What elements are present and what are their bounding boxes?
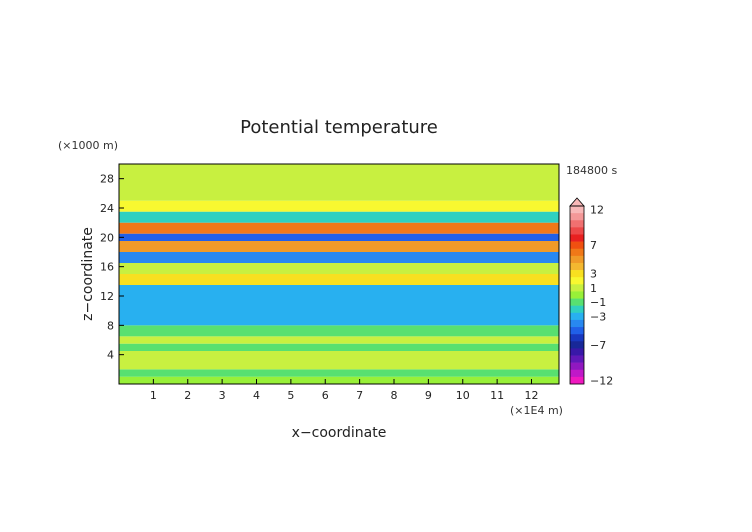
x-tick-label: 6 [322, 389, 329, 402]
colorbar-swatch [570, 327, 584, 335]
colorbar-swatch [570, 227, 584, 235]
heatmap-band [119, 233, 559, 241]
y-tick-label: 20 [100, 231, 114, 244]
heatmap-band [119, 336, 559, 344]
colorbar-label: −7 [590, 339, 606, 352]
heatmap-band [119, 274, 559, 285]
y-unit-label: (×1000 m) [58, 139, 118, 152]
heatmap-band [119, 241, 559, 252]
x-tick-label: 11 [490, 389, 504, 402]
heatmap-band [119, 351, 559, 362]
colorbar-label: 1 [590, 282, 597, 295]
x-tick-label: 9 [425, 389, 432, 402]
colorbar-swatch [570, 305, 584, 314]
colorbar-label: 7 [590, 239, 597, 252]
colorbar-label: 12 [590, 204, 604, 217]
x-tick-label: 4 [253, 389, 260, 402]
colorbar-swatch [570, 248, 584, 257]
x-tick-label: 7 [356, 389, 363, 402]
x-tick-label: 5 [287, 389, 294, 402]
colorbar-top-arrow [569, 197, 585, 207]
heatmap-band [119, 362, 559, 370]
colorbar-swatch [570, 284, 584, 292]
heatmap-band [119, 285, 559, 326]
x-tick-label: 3 [219, 389, 226, 402]
y-tick-label: 4 [107, 349, 114, 362]
y-ticks: 4 8 12 16 20 24 28 [100, 173, 124, 362]
heatmap-band [119, 263, 559, 274]
time-label: 184800 s [566, 164, 617, 177]
heatmap-band [119, 186, 559, 201]
colorbar-swatch [570, 376, 584, 385]
y-tick-label: 12 [100, 290, 114, 303]
colorbar-swatch [570, 241, 584, 250]
heatmap-band [119, 369, 559, 377]
colorbar-swatch [570, 369, 584, 378]
colorbar-swatch [570, 270, 584, 278]
x-tick-label: 12 [525, 389, 539, 402]
y-tick-label: 16 [100, 261, 114, 274]
x-tick-label: 10 [456, 389, 470, 402]
colorbar-label: 3 [590, 268, 597, 281]
colorbar-swatch [570, 220, 584, 228]
heatmap-band [119, 164, 559, 186]
colorbar-swatch [570, 348, 584, 356]
colorbar-swatch [570, 234, 584, 242]
y-tick-label: 28 [100, 173, 114, 186]
x-axis-label: x−coordinate [292, 425, 387, 441]
colorbar-swatch [570, 341, 584, 349]
heatmap-band [119, 252, 559, 263]
colorbar-label: −3 [590, 310, 606, 323]
x-unit-label: (×1E4 m) [510, 404, 563, 417]
y-tick-label: 8 [107, 319, 114, 332]
x-tick-label: 8 [391, 389, 398, 402]
heatmap-plot [119, 164, 559, 384]
colorbar-swatch [570, 334, 584, 342]
x-tick-label: 2 [184, 389, 191, 402]
chart-title: Potential temperature [240, 117, 438, 138]
heatmap-band [119, 325, 559, 337]
heatmap-band [119, 376, 559, 384]
x-tick-label: 1 [150, 389, 157, 402]
plot-frame [118, 163, 560, 385]
colorbar-swatch [570, 355, 584, 363]
heatmap-band [119, 200, 559, 212]
colorbar-swatch [570, 291, 584, 299]
colorbar-swatch [570, 298, 584, 306]
colorbar-swatch [570, 206, 584, 214]
colorbar-swatch [570, 319, 584, 328]
colorbar: 12 7 31−1−3 −7 −12 [569, 197, 613, 387]
colorbar-swatch [570, 277, 584, 285]
heatmap-band [119, 211, 559, 223]
colorbar-swatch [570, 262, 584, 271]
colorbar-frame [569, 205, 585, 385]
heatmap-band [119, 343, 559, 351]
colorbar-label: −1 [590, 296, 606, 309]
colorbar-swatch [570, 213, 584, 221]
colorbar-label: −12 [590, 374, 613, 387]
x-ticks: 1 2 3 4 5 6 7 8 9 10 11 12 [150, 379, 539, 402]
heatmap-band [119, 222, 559, 234]
colorbar-swatch [570, 362, 584, 371]
y-tick-label: 24 [100, 202, 114, 215]
colorbar-swatch [570, 312, 584, 321]
y-axis-label: z−coordinate [80, 227, 96, 321]
colorbar-swatch [570, 255, 584, 264]
